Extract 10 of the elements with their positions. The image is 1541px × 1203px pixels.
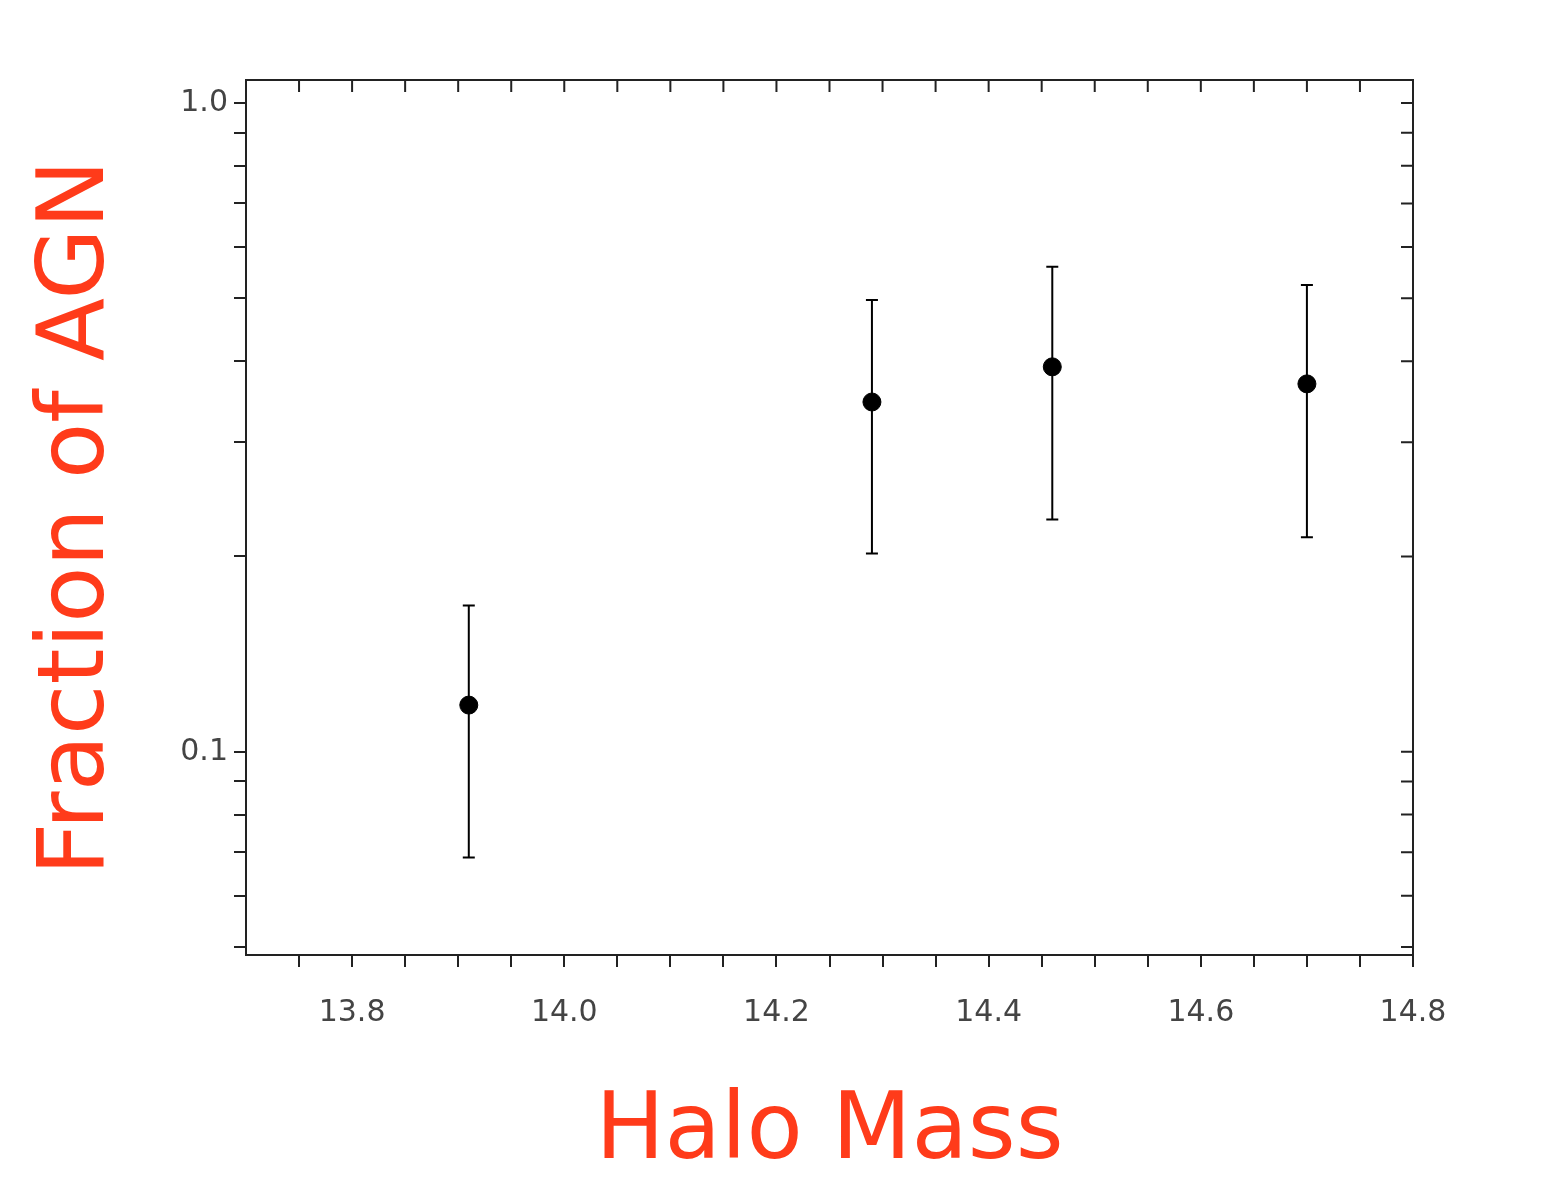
y-axis-title: Fraction of AGN [18,159,126,876]
x-tick-label: 14.4 [955,992,1023,1028]
y-tick-label: 0.1 [180,731,228,767]
x-tick-label: 13.8 [318,992,386,1028]
x-axis-title: Halo Mass [595,1072,1064,1180]
x-tick-label: 14.8 [1379,992,1447,1028]
x-tick-label: 14.0 [530,992,598,1028]
x-tick-label: 14.2 [743,992,810,1028]
x-tick-label: 14.6 [1167,992,1235,1028]
y-tick-label: 1.0 [180,82,228,118]
